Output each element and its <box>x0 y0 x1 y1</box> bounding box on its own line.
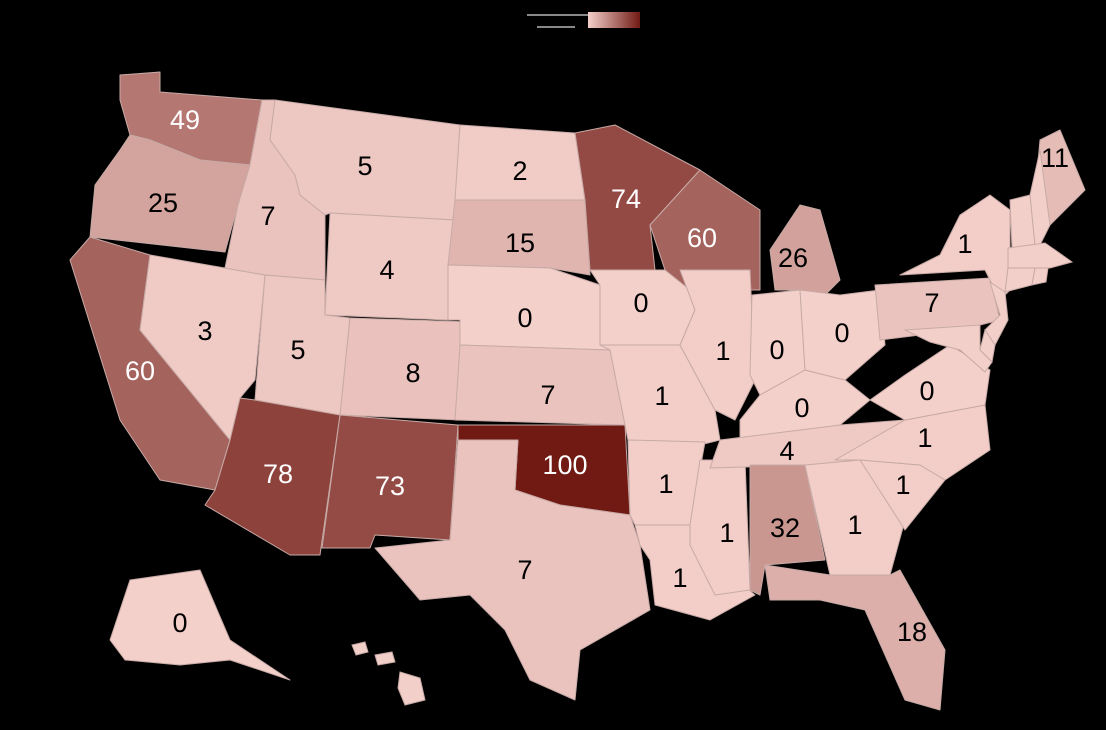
state-value: 73 <box>375 471 405 501</box>
state-value: 0 <box>633 288 648 318</box>
states <box>69 71 1086 711</box>
state-shape <box>903 324 993 373</box>
state <box>574 124 701 271</box>
state-shape <box>374 651 396 666</box>
state-value: 60 <box>687 223 717 253</box>
state-value: 1 <box>658 469 673 499</box>
state-value: 0 <box>172 608 187 638</box>
state-value: 0 <box>794 393 809 423</box>
state-value: 4 <box>379 255 394 285</box>
state <box>109 569 291 681</box>
state-value: 0 <box>517 303 532 333</box>
state-value: 1 <box>957 229 972 259</box>
state-value: 7 <box>924 288 939 318</box>
state-shape <box>1004 267 1036 293</box>
legend-bar <box>588 12 640 28</box>
state-shape <box>1031 267 1049 286</box>
state <box>679 269 756 421</box>
legend <box>527 12 640 28</box>
state-value: 60 <box>125 356 155 386</box>
state <box>447 199 591 276</box>
state-value: 25 <box>148 188 178 218</box>
state <box>769 204 841 296</box>
state-value: 0 <box>919 376 934 406</box>
state-value: 11 <box>1041 143 1069 173</box>
state-value: 32 <box>770 513 800 543</box>
state <box>204 397 341 556</box>
state-value: 1 <box>917 423 932 453</box>
state-value: 1 <box>672 563 687 593</box>
unlabeled-states <box>351 149 1074 706</box>
state-value: 1 <box>847 510 862 540</box>
state-value: 1 <box>654 381 669 411</box>
state-value: 4 <box>779 436 794 466</box>
state <box>799 289 886 381</box>
state-value: 100 <box>542 450 587 480</box>
state-value: 2 <box>512 156 527 186</box>
state <box>764 564 946 711</box>
state-value: 18 <box>897 617 927 647</box>
state <box>374 439 651 701</box>
state-value: 5 <box>357 151 372 181</box>
state-shape <box>1007 242 1074 269</box>
state-value: 74 <box>611 184 641 214</box>
state-value: 0 <box>834 318 849 348</box>
state <box>649 169 761 291</box>
state-value: 1 <box>715 336 730 366</box>
state-value: 1 <box>895 470 910 500</box>
state-value: 15 <box>505 228 535 258</box>
state <box>89 134 251 253</box>
state-value: 7 <box>517 555 532 585</box>
state-value: 0 <box>769 335 784 365</box>
state-value: 5 <box>290 335 305 365</box>
state-shape <box>1029 149 1051 246</box>
state-value: 78 <box>263 459 293 489</box>
state-value: 49 <box>170 105 200 135</box>
state-value: 8 <box>405 358 420 388</box>
state-shape <box>397 671 426 706</box>
state-value: 7 <box>540 380 555 410</box>
state-shape <box>351 641 369 656</box>
state-value: 1 <box>719 518 734 548</box>
state-value: 26 <box>778 243 808 273</box>
state-value: 3 <box>197 316 212 346</box>
state-value: 7 <box>260 201 275 231</box>
state <box>869 344 991 421</box>
